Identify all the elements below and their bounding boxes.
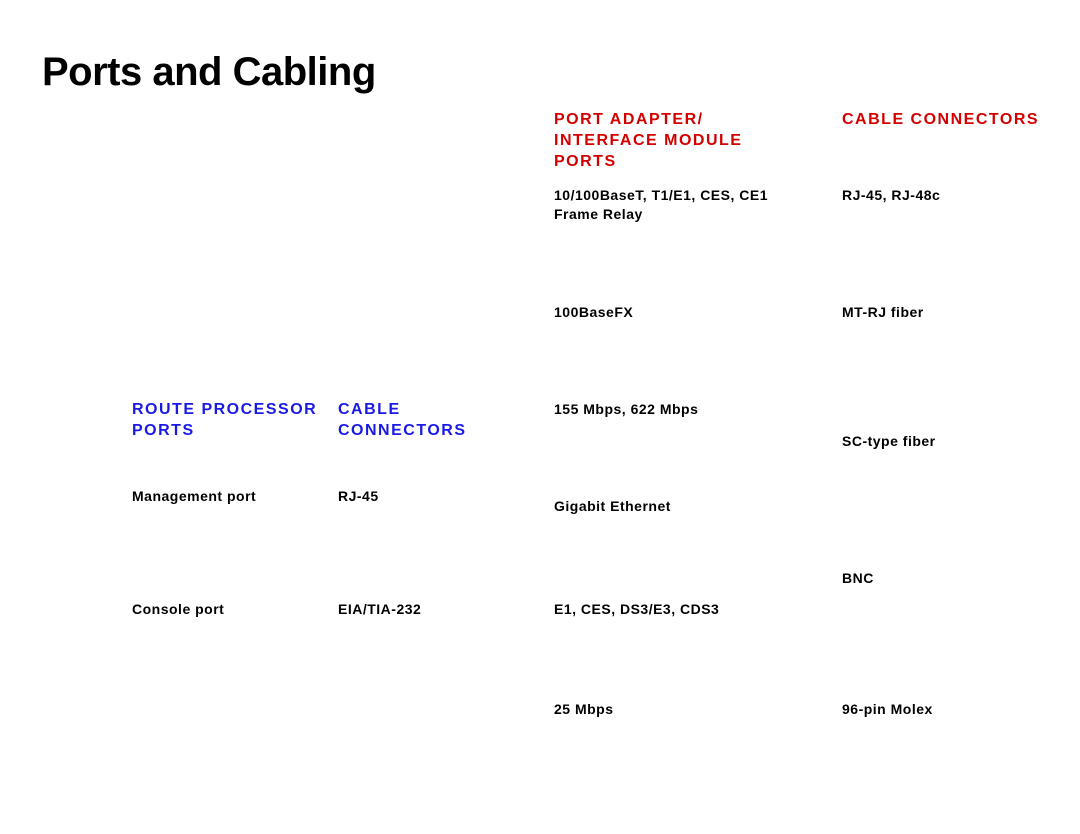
left-row-0-port: Management port <box>132 487 256 506</box>
right-header-connectors: CABLE CONNECTORS <box>842 110 1042 131</box>
right-row-3-connector: SC-type fiber <box>842 432 936 451</box>
left-row-1-connector: EIA/TIA-232 <box>338 600 421 619</box>
right-row-2-port: 155 Mbps, 622 Mbps <box>554 400 698 419</box>
right-row-4-port: Gigabit Ethernet <box>554 497 671 516</box>
left-header-ports: ROUTE PROCESSOR PORTS <box>132 400 322 442</box>
page-title: Ports and Cabling <box>42 50 376 95</box>
left-row-1-port: Console port <box>132 600 224 619</box>
right-header-ports: PORT ADAPTER/ INTERFACE MODULE PORTS <box>554 110 764 172</box>
left-row-0-connector: RJ-45 <box>338 487 379 506</box>
right-row-7-port: 25 Mbps <box>554 700 614 719</box>
right-row-6-port: E1, CES, DS3/E3, CDS3 <box>554 600 719 619</box>
right-row-1-connector: MT-RJ fiber <box>842 303 924 322</box>
right-row-7-connector: 96-pin Molex <box>842 700 933 719</box>
right-row-0-port: 10/100BaseT, T1/E1, CES, CE1 Frame Relay <box>554 186 784 224</box>
left-header-connectors: CABLE CONNECTORS <box>338 400 528 442</box>
right-row-1-port: 100BaseFX <box>554 303 633 322</box>
right-row-0-connector: RJ-45, RJ-48c <box>842 186 940 205</box>
right-row-5-connector: BNC <box>842 569 874 588</box>
